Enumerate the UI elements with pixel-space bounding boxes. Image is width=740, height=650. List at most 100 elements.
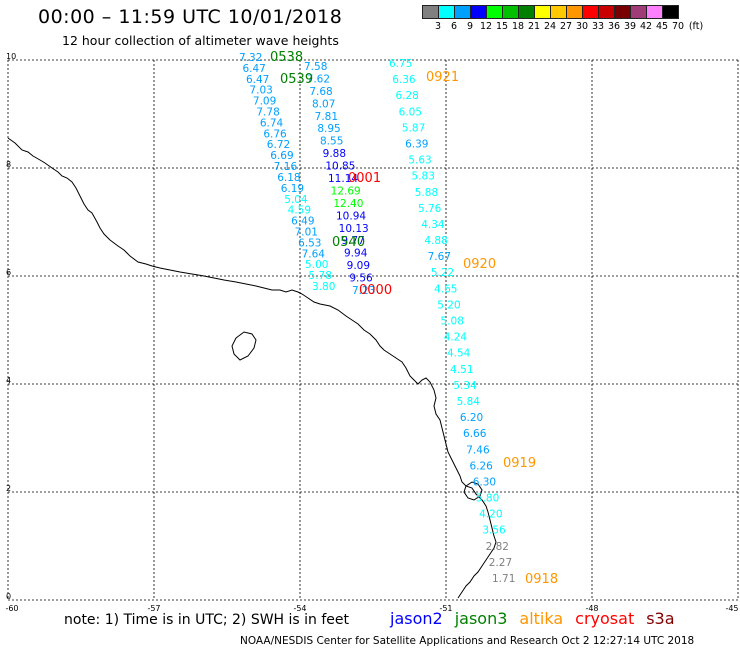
legend-label: 42 [639, 21, 653, 32]
swh-value: 5.20 [437, 299, 460, 311]
swh-value: 5.80 [476, 493, 499, 505]
legend-label: 27 [559, 21, 573, 32]
map-title: 00:00 – 11:59 UTC 10/01/2018 [38, 6, 343, 28]
swh-value: 6.28 [395, 90, 418, 102]
swh-value: 5.76 [418, 203, 442, 215]
swh-value: 7.23 [352, 285, 375, 297]
swh-value: 7.16 [274, 161, 298, 173]
swh-value: 7.68 [309, 86, 332, 98]
pass-time-label: 0000 [359, 283, 392, 298]
legend-label: 24 [543, 21, 557, 32]
lat-tick-label: 10 [6, 52, 16, 61]
swh-value: 6.39 [405, 138, 428, 150]
track-a: 7.326.476.477.037.097.786.746.766.726.69… [239, 52, 335, 293]
satellite-cryosat: cryosat [575, 609, 635, 628]
lat-tick-label: 6 [6, 268, 11, 277]
map-subtitle: 12 hour collection of altimeter wave hei… [62, 33, 339, 48]
swh-value: 6.47 [246, 74, 269, 86]
lon-tick-label: -54 [293, 604, 306, 613]
lon-tick-label: -57 [147, 604, 160, 613]
swh-value: 7.78 [256, 107, 279, 119]
swh-value: 2.27 [489, 557, 512, 569]
legend-label: 36 [607, 21, 621, 32]
pass-time-label: 0001 [348, 171, 381, 186]
swh-value: 9.77 [341, 235, 364, 247]
swh-value: 9.56 [349, 273, 373, 285]
swh-value: 6.20 [460, 412, 483, 424]
satellite-s3a: s3a [646, 609, 675, 628]
swh-value: 11.14 [328, 173, 358, 185]
color-legend [422, 5, 679, 19]
legend-label: 33 [591, 21, 605, 32]
legend-label: 15 [495, 21, 509, 32]
swh-value: 12.69 [331, 185, 361, 197]
marajo-island [463, 481, 483, 501]
swh-value: 8.95 [317, 123, 340, 135]
pass-time-label: 0918 [525, 572, 558, 587]
legend-label: 70 [671, 21, 685, 32]
swh-value: 10.13 [339, 223, 369, 235]
satellite-jason2: jason2 [390, 609, 443, 628]
swh-value: 8.07 [312, 98, 335, 110]
track-b: 7.587.627.688.077.818.958.559.8810.8511.… [304, 61, 375, 297]
swh-value: 7.58 [304, 61, 327, 73]
pass-time-label: 0540 [332, 235, 365, 250]
swh-value: 6.36 [392, 74, 416, 86]
swh-value: 7.62 [307, 73, 330, 85]
lat-tick-label: 4 [6, 376, 11, 385]
lon-tick-label: -45 [725, 604, 738, 613]
swh-value: 6.19 [281, 183, 304, 195]
swh-value: 5.84 [457, 396, 481, 408]
swh-value: 7.32 [239, 52, 262, 64]
swh-value: 6.74 [260, 117, 284, 129]
swh-value: 7.81 [315, 111, 338, 123]
swh-value: 10.85 [325, 161, 355, 173]
swh-value: 4.54 [447, 348, 471, 360]
legend-label: 12 [479, 21, 493, 32]
grid-lines [7, 59, 739, 601]
swh-value: 6.47 [242, 63, 265, 75]
swh-value: 5.08 [441, 316, 464, 328]
swh-value: 1.71 [492, 573, 515, 585]
pass-time-label: 0921 [426, 70, 459, 85]
legend-unit: (ft) [688, 21, 704, 32]
swh-value: 9.88 [323, 148, 346, 160]
color-legend-labels: 3 6 9 12 15 18 21 24 27 30 33 36 39 42 45 70 (ft) [422, 21, 740, 33]
lon-tick-label: -51 [439, 604, 452, 613]
swh-value: 5.34 [453, 380, 477, 392]
swh-value: 9.94 [344, 248, 368, 260]
swh-value: 5.88 [415, 187, 438, 199]
swh-value: 6.75 [389, 58, 412, 70]
swh-value: 2.82 [486, 541, 509, 553]
swh-value: 12.40 [333, 198, 363, 210]
satellite-jason3: jason3 [454, 609, 508, 628]
swh-value: 5.63 [408, 155, 431, 167]
lat-tick-label: 2 [6, 484, 11, 493]
swh-value: 5.83 [412, 171, 435, 183]
swh-value: 4.24 [444, 332, 468, 344]
legend-swatch [662, 5, 679, 19]
satellite-altika: altika [519, 609, 564, 628]
pass-time-label: 0919 [503, 456, 536, 471]
swh-value: 6.66 [463, 428, 487, 440]
coastal-islet [231, 331, 257, 361]
swh-value: 5.04 [284, 194, 308, 206]
swh-value: 4.51 [450, 364, 473, 376]
swh-value: 4.88 [424, 235, 447, 247]
legend-label: 6 [450, 21, 458, 32]
swh-value: 3.80 [312, 281, 335, 293]
swh-value: 8.55 [320, 136, 343, 148]
swh-value: 5.87 [402, 122, 425, 134]
swh-value: 6.49 [291, 216, 314, 228]
satellite-legend: jason2 jason3 altika cryosat s3a [390, 609, 687, 628]
swh-value: 6.05 [399, 106, 422, 118]
swh-value: 6.69 [270, 150, 293, 162]
pass-time-label: 0538 [270, 50, 303, 65]
swh-value: 5.78 [309, 270, 332, 282]
swh-value: 7.09 [253, 96, 276, 108]
swh-value: 4.65 [434, 283, 457, 295]
pass-time-label: 0920 [463, 257, 496, 272]
lat-tick-label: 8 [6, 160, 11, 169]
swh-value: 5.00 [305, 259, 328, 271]
